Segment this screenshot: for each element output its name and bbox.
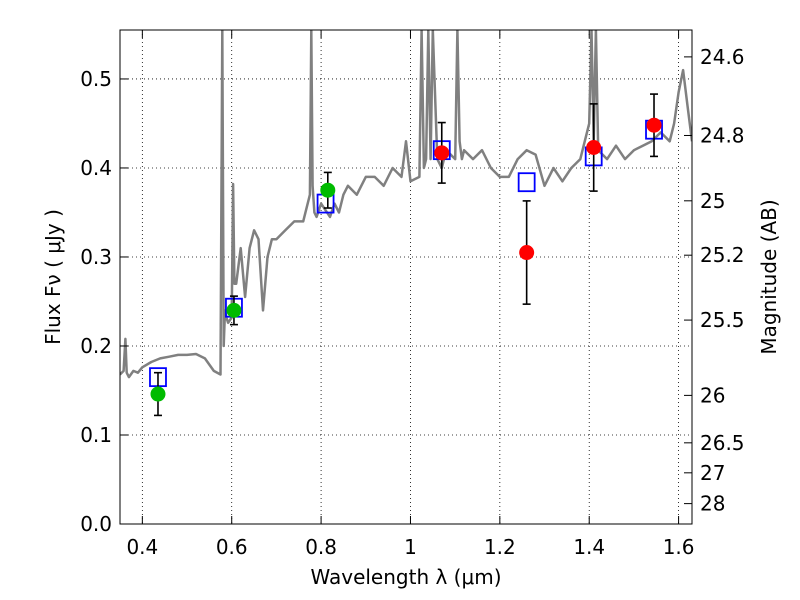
plot-area: [120, 30, 692, 417]
y-right-tick-label: 25.5: [700, 308, 745, 332]
grid: [120, 30, 692, 525]
spectrum-line: [120, 30, 692, 379]
observed-flux-point: [646, 117, 662, 133]
y-right-tick-label: 24.6: [700, 45, 745, 69]
y-right-tick-label: 26: [700, 383, 725, 407]
y-right-tick-label: 28: [700, 492, 725, 516]
x-tick-label: 0.4: [126, 535, 158, 559]
y-tick-label: 0.4: [80, 156, 112, 180]
observed-flux-point: [320, 182, 336, 198]
observed-flux-point: [226, 302, 242, 318]
y-tick-label: 0.2: [80, 334, 112, 358]
y-axis-label: Flux Fν ( μJy ): [41, 209, 65, 345]
observed-flux-point: [434, 145, 450, 161]
y-right-tick-label: 24.8: [700, 123, 745, 147]
x-tick-label: 1.4: [573, 535, 605, 559]
y-right-tick-label: 27: [700, 461, 725, 485]
plot-frame: [119, 29, 693, 525]
x-tick-label: 1: [404, 535, 417, 559]
x-axis-label: Wavelength λ (μm): [310, 565, 501, 589]
y-tick-label: 0.5: [80, 67, 112, 91]
y-right-tick-label: 26.5: [700, 431, 745, 455]
y-tick-label: 0.0: [80, 512, 112, 536]
x-tick-label: 0.8: [305, 535, 337, 559]
y-tick-label: 0.3: [80, 245, 112, 269]
observed-flux-point: [586, 139, 602, 155]
x-tick-label: 1.6: [663, 535, 695, 559]
axis-ticks: 0.4 0.6 0.8 1 1.2 1.4 1.6 0.0 0.1 0.2 0.3 0.4 0.5 24.…: [80, 30, 745, 559]
y-right-tick-label: 25: [700, 189, 725, 213]
y-axis-right-label: Magnitude (AB): [757, 199, 781, 354]
y-right-tick-label: 25.2: [700, 243, 745, 267]
model-flux-square: [517, 172, 536, 193]
y-tick-label: 0.1: [80, 423, 112, 447]
x-tick-label: 1.2: [484, 535, 516, 559]
observed-flux-point: [519, 245, 535, 261]
observed-flux-point: [150, 386, 166, 402]
x-tick-label: 0.6: [216, 535, 248, 559]
